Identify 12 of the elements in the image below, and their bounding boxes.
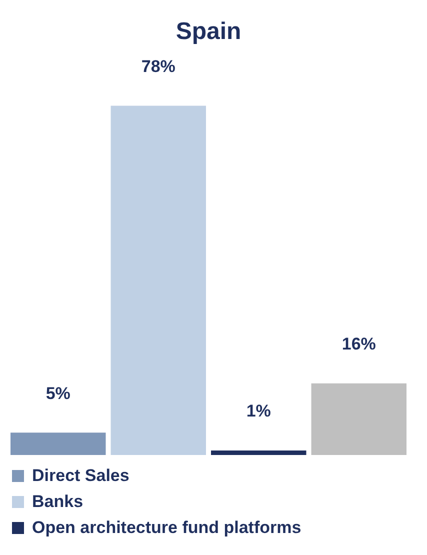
bar <box>311 383 406 455</box>
legend-label: Direct Sales <box>32 465 130 487</box>
legend-label: Open architecture fund platforms <box>32 517 302 539</box>
legend-label: Banks <box>32 491 84 513</box>
data-label: 16% <box>342 334 376 354</box>
bar <box>10 432 106 455</box>
chart-title: Spain <box>176 18 242 46</box>
data-label: 5% <box>46 384 70 403</box>
bar <box>211 450 306 455</box>
data-label: 1% <box>246 402 271 421</box>
bar <box>110 106 206 455</box>
data-label: 78% <box>141 56 176 76</box>
